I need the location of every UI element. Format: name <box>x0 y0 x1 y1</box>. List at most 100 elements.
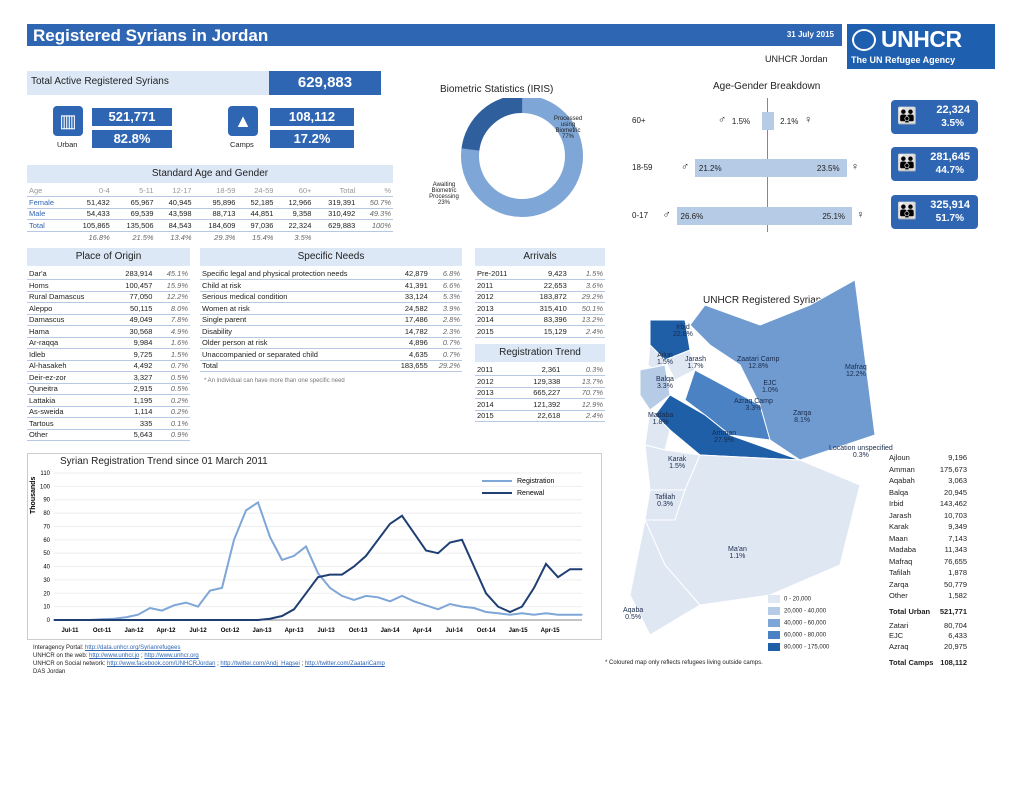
origin-cell: 2,915 <box>110 383 155 395</box>
age-gender-cell: 100% <box>357 219 393 232</box>
data-point <box>413 600 415 602</box>
map-label-pct: 1.1% <box>729 553 746 560</box>
arrivals-row: 2015 15,129 2.4% <box>475 325 605 338</box>
governorate-cell: Tafilah <box>889 568 911 578</box>
needs-cell: Unaccompanied or separated child <box>200 348 391 361</box>
map-title: UNHCR Registered Syrians <box>703 295 827 306</box>
reg-trend-cell: 121,392 <box>509 398 563 411</box>
data-point <box>401 515 403 517</box>
male-bar <box>676 207 767 225</box>
map-label-name: Jarash <box>685 356 707 363</box>
governorate-row: Mafraq 76,655 <box>887 556 969 568</box>
governorate-cell: EJC <box>889 630 904 640</box>
needs-row: Specific legal and physical protection n… <box>200 268 462 280</box>
data-point <box>161 610 163 612</box>
y-tick-label: 90 <box>43 498 50 504</box>
data-point <box>113 619 115 621</box>
data-point <box>521 612 523 614</box>
arrivals-cell: 2014 <box>475 314 525 326</box>
series-line-renewal <box>54 514 582 621</box>
origin-cell: 4,492 <box>110 360 155 372</box>
female-person-icon: ♀ <box>804 114 813 126</box>
map-label: Irbid 22.8% <box>673 324 693 338</box>
origin-cell: Lattakia <box>27 394 111 407</box>
data-point <box>425 604 427 606</box>
origin-cell: Aleppo <box>27 302 111 315</box>
age-gender-cell: 69,539 <box>111 208 156 220</box>
map-label-pct: 22.8% <box>673 331 693 338</box>
map-label-name: Balqa <box>656 376 674 383</box>
age-gender-pct-cell: 29.3% <box>214 232 236 242</box>
y-tick-label: 110 <box>40 471 50 477</box>
processed-label: Processed using Biometric 77% <box>553 116 583 140</box>
needs-cell: 183,655 <box>390 360 430 372</box>
map-legend-swatch <box>768 619 780 627</box>
origin-row: Other 5,643 0.9% <box>27 429 190 441</box>
x-tick-label: Jul-14 <box>445 628 463 634</box>
map-label: Aqaba 0.5% <box>623 607 643 621</box>
age-gender-row: Female 51,432 65,967 40,945 95,896 52,185 12,9… <box>27 196 393 209</box>
data-point <box>485 611 487 613</box>
needs-cell: 0.7% <box>429 348 462 361</box>
male-bar <box>694 159 767 177</box>
origin-cell: 0.7% <box>154 360 190 372</box>
needs-table: Specific legal and physical protection n… <box>200 268 462 372</box>
origin-row: Idleb 9,725 1.5% <box>27 348 190 361</box>
needs-cell: Women at risk <box>200 302 391 315</box>
portal-link[interactable]: http://data.unhcr.org/Syrianrefugees <box>85 645 181 651</box>
needs-cell: Older person at risk <box>200 337 391 349</box>
arrivals-row: Pre-2011 9,423 1.5% <box>475 268 605 280</box>
y-tick-label: 40 <box>43 565 50 571</box>
age-gender-pct-cell: 3.5% <box>294 232 312 242</box>
arrivals-cell: 29.2% <box>568 291 605 303</box>
age-gender-pct-cell: 15.4% <box>252 232 274 242</box>
governorate-cell: 108,112 <box>940 657 967 667</box>
data-point <box>497 606 499 608</box>
x-tick-label: Apr-12 <box>157 628 177 634</box>
data-point <box>329 573 331 576</box>
jordan-map <box>629 279 876 636</box>
data-point <box>449 603 451 605</box>
reg-trend-row: 2015 22,618 2.4% <box>475 410 605 422</box>
social-link-2[interactable]: http://twitter.com/Andj_Hagsei <box>220 661 300 667</box>
data-point <box>557 576 559 578</box>
needs-row: Older person at risk 4,896 0.7% <box>200 337 462 349</box>
origin-cell: 3,327 <box>110 371 155 384</box>
web-link-1[interactable]: http://www.unhcr.jo <box>89 653 140 659</box>
social-link-3[interactable]: http://twitter.com/ZaatariCamp <box>304 661 385 667</box>
age-gender-cell: 65,967 <box>111 196 156 209</box>
male-pct-label: 26.6% <box>680 212 704 221</box>
governorate-cell: 10,703 <box>944 510 967 520</box>
needs-cell: 33,124 <box>390 291 430 303</box>
data-point <box>425 549 427 552</box>
data-point <box>89 619 91 621</box>
origin-cell: 0.9% <box>154 429 190 441</box>
x-tick-label: Jan-12 <box>125 628 145 634</box>
reg-trend-cell: 13.7% <box>562 375 605 388</box>
map-label-pct: 0.5% <box>625 614 642 621</box>
needs-cell: 6.8% <box>429 268 462 280</box>
age-gender-header-cell: 24-59 <box>237 185 276 197</box>
arrivals-cell: 315,410 <box>524 302 569 315</box>
governorate-cell: 143,462 <box>939 499 967 509</box>
social-link-1[interactable]: http://www.facebook.com/UNHCRJordan <box>107 661 216 667</box>
governorate-cell: Mafraq <box>889 556 913 566</box>
governorate-cell: Karak <box>889 522 909 532</box>
data-point <box>317 572 319 574</box>
web-link-2[interactable]: http://www.unhcr.org <box>144 653 199 659</box>
data-point <box>173 604 175 606</box>
age-gender-breakdown-title: Age-Gender Breakdown <box>713 81 821 92</box>
age-total-box: 👪 22,324 3.5% <box>891 100 978 134</box>
origin-row: Damascus 49,049 7.8% <box>27 314 190 326</box>
x-tick-label: Jul-11 <box>61 628 79 634</box>
map-label: Azraq Camp 3.3% <box>734 398 773 412</box>
needs-row: Child at risk 41,391 6.6% <box>200 279 462 292</box>
trend-chart-frame <box>27 453 602 640</box>
map-legend-label: 60,000 - 80,000 <box>784 632 827 639</box>
data-point <box>305 545 307 548</box>
breakdown-age-label: 0-17 <box>632 211 649 220</box>
needs-row: Total 183,655 29.2% <box>200 360 462 372</box>
data-point <box>377 596 379 598</box>
age-total-value: 281,645 <box>930 151 970 163</box>
data-point <box>329 587 331 589</box>
